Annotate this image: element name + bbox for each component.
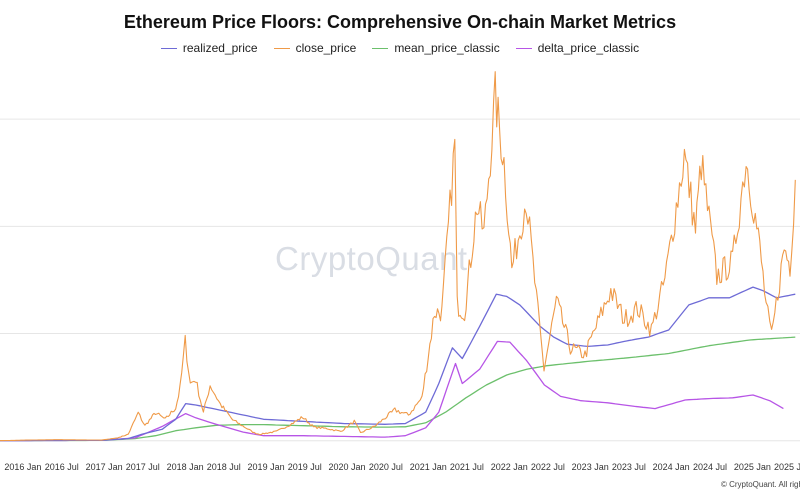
x-tick-label: 2019 Jan xyxy=(247,462,285,472)
legend-label-realized-price: realized_price xyxy=(182,41,258,55)
x-tick-label: 2021 Jan xyxy=(409,462,447,472)
series-lines xyxy=(0,71,796,442)
x-tick-label: 2024 Jan xyxy=(652,462,690,472)
x-tick-label: 2018 Jan xyxy=(166,462,204,472)
legend-label-delta-price-classic: delta_price_classic xyxy=(537,41,640,55)
x-tick-label: 2016 Jan xyxy=(4,462,42,472)
series-line-delta-price-classic xyxy=(0,340,784,442)
x-tick-label: 2021 Jul xyxy=(449,462,484,472)
legend: realized_price close_price mean_price_cl… xyxy=(0,41,800,55)
legend-swatch-delta-price-classic xyxy=(515,47,532,49)
series-line-close-price xyxy=(0,71,796,442)
series-line-mean-price-classic xyxy=(0,336,796,442)
x-tick-label: 2022 Jul xyxy=(530,462,565,472)
legend-swatch-mean-price-classic xyxy=(372,47,389,49)
x-tick-label: 2017 Jan xyxy=(85,462,123,472)
x-tick-label: 2024 Jul xyxy=(693,462,728,472)
x-tick-label: 2017 Jul xyxy=(125,462,160,472)
legend-item-realized-price[interactable]: realized_price xyxy=(160,41,258,55)
x-tick-label: 2025 Jan xyxy=(733,462,771,472)
legend-label-close-price: close_price xyxy=(295,41,357,55)
x-tick-label: 2019 Jul xyxy=(287,462,322,472)
legend-item-delta-price-classic[interactable]: delta_price_classic xyxy=(515,41,640,55)
copyright-text: © CryptoQuant. All rights re xyxy=(721,480,800,489)
chart-title: Ethereum Price Floors: Comprehensive On-… xyxy=(123,12,677,32)
x-tick-label: 2018 Jul xyxy=(206,462,241,472)
x-axis: 2016 Jan 2016 Jul 2017 Jan 2017 Jul 2018 Jan… xyxy=(0,462,800,478)
watermark-logo: CryptoQuant xyxy=(275,240,468,277)
legend-label-mean-price-classic: mean_price_classic xyxy=(394,41,500,55)
x-tick-label: 2020 Jan xyxy=(328,462,366,472)
x-tick-label: 2020 Jul xyxy=(368,462,403,472)
legend-item-close-price[interactable]: close_price xyxy=(273,41,357,55)
x-tick-label: 2023 Jul xyxy=(611,462,646,472)
legend-item-mean-price-classic[interactable]: mean_price_classic xyxy=(372,41,500,55)
x-tick-label: 2016 Jul xyxy=(44,462,79,472)
x-tick-label: 2025 Jul xyxy=(774,462,800,472)
legend-swatch-close-price xyxy=(273,47,290,49)
x-tick-label: 2022 Jan xyxy=(490,462,528,472)
x-tick-label: 2023 Jan xyxy=(571,462,609,472)
series-line-realized-price xyxy=(0,286,796,442)
legend-swatch-realized-price xyxy=(160,47,177,49)
gridlines xyxy=(0,118,800,442)
